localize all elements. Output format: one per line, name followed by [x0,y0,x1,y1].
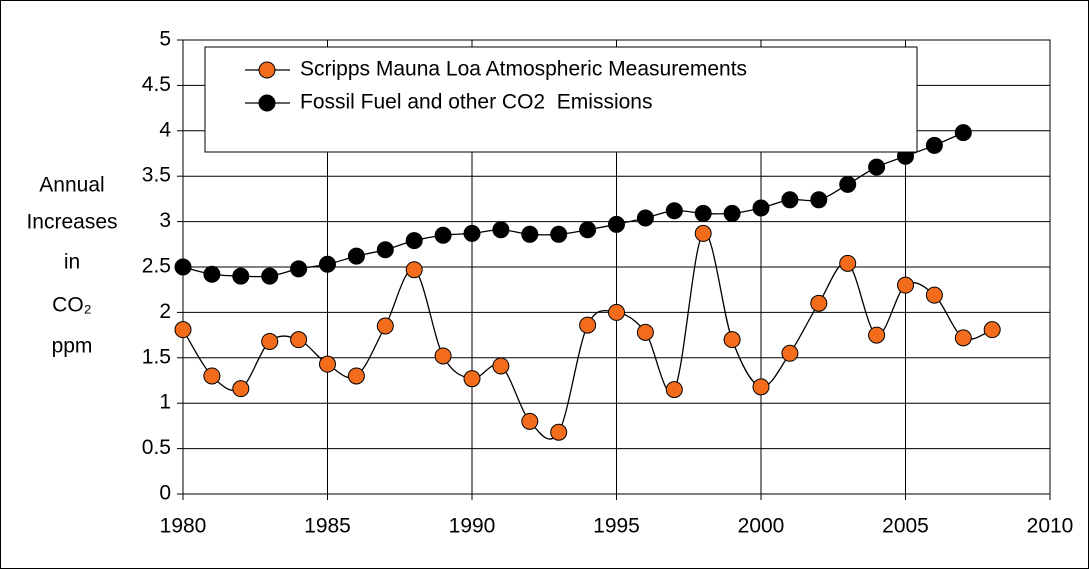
data-point [174,321,192,339]
y-tick-label: 3.5 [142,164,171,187]
y-tick-label: 5 [159,28,171,51]
data-point [723,331,741,349]
data-point [868,158,886,176]
data-point [579,221,597,239]
data-point [752,199,770,217]
data-point [232,380,250,398]
data-point [694,224,712,242]
data-point [376,317,394,335]
x-tick-label: 1995 [593,515,640,538]
series-line [182,132,964,278]
data-point [839,254,857,272]
y-tick-label: 4 [159,118,171,141]
data-point [897,276,914,294]
y-tick-label: 3 [159,209,171,232]
data-point [174,258,192,276]
data-point [694,204,712,222]
y-tick-label: 2 [159,300,171,323]
data-point [810,191,828,209]
legend-label: Fossil Fuel and other CO2 Emissions [300,91,652,114]
x-tick-label: 2005 [882,515,929,538]
legend-marker [258,61,276,79]
x-tick-label: 1990 [449,515,496,538]
legend-label: Scripps Mauna Loa Atmospheric Measuremen… [300,58,747,81]
data-point [492,221,510,239]
data-point [319,355,336,373]
data-point [463,370,481,388]
y-tick-label: 4.5 [142,73,171,96]
y-axis-label: Increases [26,211,117,234]
data-point [232,267,250,285]
data-point [434,226,452,244]
y-tick-label: 2.5 [142,255,171,278]
data-point [463,224,481,242]
data-point [521,412,539,430]
y-axis-label: CO₂ [52,294,92,317]
data-point [608,215,625,233]
data-point [521,225,539,243]
data-point [405,261,423,279]
data-point [636,209,654,227]
data-point [752,378,770,396]
data-point [723,204,741,222]
x-tick-label: 1985 [304,515,351,538]
data-point [290,260,308,278]
data-point [290,331,308,349]
legend-marker [258,94,276,112]
y-tick-label: 1.5 [142,345,171,368]
data-point [925,136,943,154]
data-point [954,329,972,347]
data-point [347,247,365,265]
data-point [868,326,886,344]
x-tick-label: 1980 [160,515,207,538]
data-point [925,286,943,304]
data-point [434,347,452,365]
y-axis-label: ppm [52,335,93,358]
legend-box [204,46,918,153]
data-point [405,232,423,250]
data-point [492,357,510,375]
data-point [954,124,972,142]
data-point [376,241,394,259]
y-axis-label: in [64,251,80,274]
data-point [203,265,221,283]
data-point [203,367,221,385]
data-point [319,255,336,273]
data-point [781,344,799,362]
y-tick-label: 0.5 [142,436,171,459]
x-tick-label: 2000 [738,515,785,538]
data-point [347,367,365,385]
x-tick-label: 2010 [1027,515,1074,538]
data-point [839,175,857,193]
data-point [261,332,279,350]
data-point [665,381,683,399]
data-point [983,321,1001,339]
data-point [636,323,654,341]
data-point [665,202,683,220]
data-point [579,316,597,334]
data-point [608,303,625,321]
y-tick-label: 0 [159,482,171,505]
y-axis-label: Annual [39,174,104,197]
data-point [550,423,568,441]
data-point [550,225,568,243]
data-point [810,294,828,312]
data-point [781,191,799,209]
data-point [261,267,279,285]
y-tick-label: 1 [159,391,171,414]
